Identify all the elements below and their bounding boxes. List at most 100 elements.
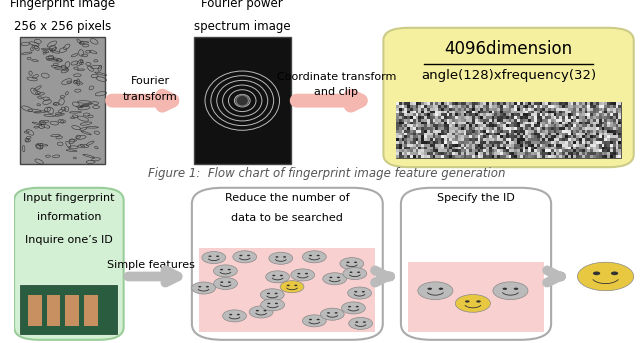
Bar (525, 130, 528, 133)
Bar (475, 113, 477, 116)
Bar (604, 133, 607, 135)
Bar (598, 125, 602, 127)
Bar (492, 110, 495, 113)
Bar (429, 141, 433, 144)
Bar (399, 116, 401, 119)
Bar (410, 152, 413, 155)
Bar (588, 108, 590, 110)
Bar (517, 110, 520, 113)
Bar (548, 135, 551, 138)
Bar (447, 155, 449, 158)
Bar (551, 135, 554, 138)
Bar (429, 102, 433, 105)
Circle shape (233, 251, 257, 263)
Bar (537, 146, 540, 149)
Bar (399, 110, 401, 113)
Bar (477, 135, 481, 138)
Bar (444, 155, 447, 158)
Bar (449, 119, 452, 122)
Bar (492, 127, 495, 130)
Bar (523, 119, 525, 122)
Bar (424, 149, 427, 152)
Bar (447, 119, 449, 122)
Bar (469, 130, 472, 133)
Bar (463, 108, 467, 110)
Bar (602, 144, 604, 146)
Bar (467, 125, 469, 127)
Bar (447, 130, 449, 133)
Bar (489, 119, 492, 122)
Bar (492, 122, 495, 125)
Bar (449, 125, 452, 127)
Bar (458, 144, 461, 146)
Bar (419, 116, 421, 119)
Bar (559, 125, 562, 127)
Bar (497, 125, 500, 127)
Bar (559, 144, 562, 146)
Bar (500, 146, 503, 149)
Bar (424, 108, 427, 110)
Bar (455, 130, 458, 133)
Bar (590, 133, 593, 135)
Bar (461, 113, 463, 116)
Bar (588, 155, 590, 158)
Bar (511, 110, 514, 113)
Bar (514, 116, 517, 119)
Circle shape (577, 262, 634, 291)
Bar (576, 135, 579, 138)
Bar (590, 130, 593, 133)
Bar (525, 105, 528, 108)
Bar (514, 149, 517, 152)
Bar (483, 152, 486, 155)
Bar (481, 119, 483, 122)
Bar (441, 135, 444, 138)
Bar (602, 138, 604, 141)
Bar (584, 127, 588, 130)
Bar (483, 110, 486, 113)
Bar (579, 135, 582, 138)
Bar (410, 113, 413, 116)
Bar (419, 135, 421, 138)
Bar (506, 138, 509, 141)
Bar (596, 105, 598, 108)
Bar (413, 141, 415, 144)
Bar (517, 149, 520, 152)
Bar (401, 125, 404, 127)
Bar (610, 133, 612, 135)
Bar (429, 133, 433, 135)
Bar (489, 127, 492, 130)
Bar (500, 108, 503, 110)
Bar (495, 155, 497, 158)
Bar (506, 105, 509, 108)
Bar (618, 119, 621, 122)
Bar (401, 152, 404, 155)
Bar (413, 149, 415, 152)
Bar (562, 133, 565, 135)
Bar (537, 116, 540, 119)
Bar (540, 155, 542, 158)
Bar (528, 127, 531, 130)
Bar (540, 144, 542, 146)
Bar (584, 116, 588, 119)
Bar (435, 110, 438, 113)
Bar (520, 105, 523, 108)
Bar (548, 155, 551, 158)
FancyBboxPatch shape (401, 188, 551, 340)
Bar (523, 155, 525, 158)
Bar (565, 135, 568, 138)
Bar (514, 135, 517, 138)
Bar (545, 144, 548, 146)
Bar (463, 146, 467, 149)
Bar (590, 125, 593, 127)
Bar (449, 127, 452, 130)
Bar (455, 144, 458, 146)
Text: 4096dimension: 4096dimension (445, 40, 573, 58)
Bar (537, 125, 540, 127)
Bar (486, 138, 489, 141)
Bar (477, 105, 481, 108)
Bar (618, 152, 621, 155)
Bar (568, 102, 570, 105)
Bar (565, 144, 568, 146)
Bar (469, 144, 472, 146)
Bar (540, 149, 542, 152)
